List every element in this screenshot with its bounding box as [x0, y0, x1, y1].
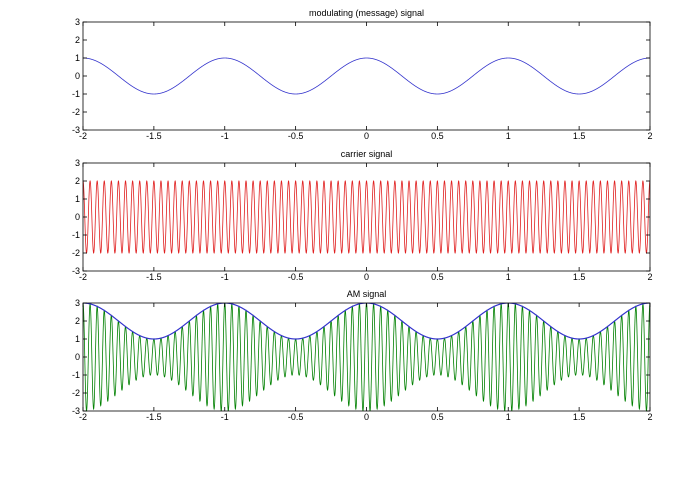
series-line-2: [83, 303, 650, 340]
subplot-title: AM signal: [347, 289, 387, 299]
x-tick-label: -1: [221, 272, 229, 282]
axes-box: [82, 302, 651, 412]
y-tick-label: 2: [75, 35, 80, 45]
y-tick-label: 1: [75, 53, 80, 63]
y-tick-label: 2: [75, 176, 80, 186]
x-tick-label: 2: [647, 131, 652, 141]
x-tick-label: -1.5: [146, 412, 162, 422]
axes-box: [82, 162, 651, 272]
y-tick-label: -1: [72, 230, 80, 240]
y-tick-label: -3: [72, 406, 80, 416]
x-tick-label: -2: [79, 272, 87, 282]
y-tick-label: -2: [72, 388, 80, 398]
x-tick-label: -2: [79, 131, 87, 141]
x-tick-label: -1: [221, 412, 229, 422]
y-tick-label: -1: [72, 370, 80, 380]
x-tick-label: 1: [506, 412, 511, 422]
y-tick-label: 3: [75, 298, 80, 308]
subplot-title: modulating (message) signal: [309, 8, 424, 18]
x-tick-label: -0.5: [288, 412, 304, 422]
y-tick-label: -2: [72, 107, 80, 117]
x-tick-label: 0: [364, 272, 369, 282]
x-tick-label: -1.5: [146, 272, 162, 282]
x-tick-label: 0: [364, 412, 369, 422]
y-tick-label: 3: [75, 158, 80, 168]
x-tick-label: -1: [221, 131, 229, 141]
axes-box: [82, 21, 651, 131]
series-line-1: [83, 180, 650, 254]
y-tick-label: 0: [75, 71, 80, 81]
x-tick-label: -1.5: [146, 131, 162, 141]
y-tick-label: 0: [75, 352, 80, 362]
x-tick-label: 0.5: [431, 131, 444, 141]
y-tick-label: -1: [72, 89, 80, 99]
subplot-title: carrier signal: [341, 149, 393, 159]
x-tick-label: 2: [647, 272, 652, 282]
x-tick-label: -0.5: [288, 272, 304, 282]
y-tick-label: 3: [75, 17, 80, 27]
x-tick-label: 1: [506, 131, 511, 141]
x-tick-label: -2: [79, 412, 87, 422]
x-tick-label: 1: [506, 272, 511, 282]
y-tick-label: -2: [72, 248, 80, 258]
y-tick-label: 2: [75, 316, 80, 326]
series-line-1: [83, 57, 650, 95]
x-tick-label: 1.5: [573, 412, 586, 422]
x-tick-label: 1.5: [573, 272, 586, 282]
x-tick-label: 1.5: [573, 131, 586, 141]
x-tick-label: 2: [647, 412, 652, 422]
x-tick-label: 0.5: [431, 412, 444, 422]
x-tick-label: -0.5: [288, 131, 304, 141]
series-line-1: [83, 303, 650, 411]
y-tick-label: 1: [75, 334, 80, 344]
y-tick-label: -3: [72, 125, 80, 135]
x-tick-label: 0.5: [431, 272, 444, 282]
y-tick-label: 0: [75, 212, 80, 222]
y-tick-label: 1: [75, 194, 80, 204]
x-tick-label: 0: [364, 131, 369, 141]
subplot-1: -2 -1.5 -1 -0.5 0 0.5 1 1.5 2-3-2-10123modulatin…: [72, 8, 653, 141]
y-tick-label: -3: [72, 266, 80, 276]
